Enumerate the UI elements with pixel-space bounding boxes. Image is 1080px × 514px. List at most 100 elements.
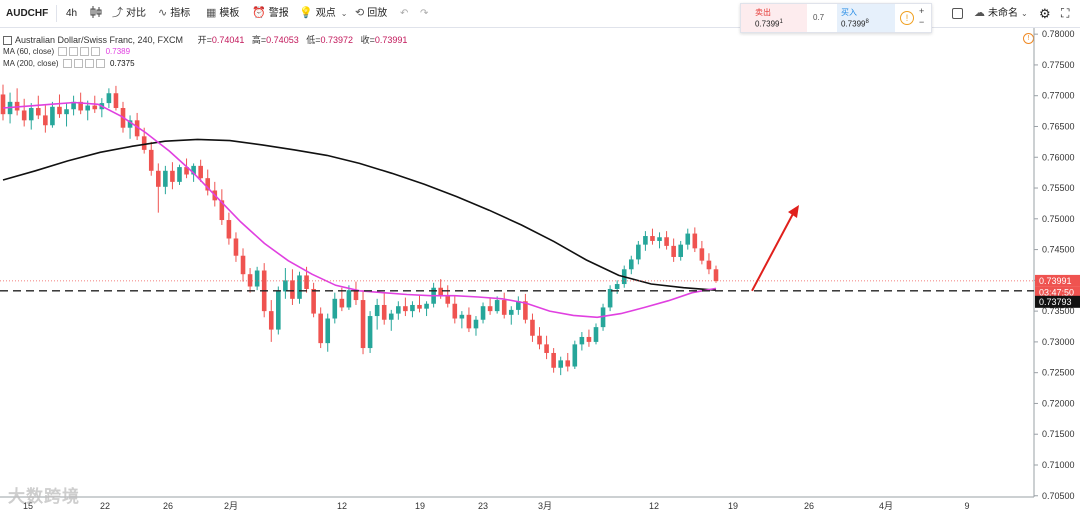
y-tick-label: 0.74500	[1042, 245, 1075, 255]
ideas-button[interactable]: 💡 观点 ⌄	[299, 0, 350, 27]
replay-button[interactable]: ⟲ 回放	[355, 0, 387, 27]
candle-body	[388, 313, 394, 320]
gear-icon[interactable]	[69, 47, 79, 57]
y-tick-label: 0.71000	[1042, 460, 1075, 470]
eye-icon[interactable]	[58, 47, 68, 57]
collapse-icon[interactable]	[3, 36, 12, 46]
candle-body	[706, 260, 712, 270]
candle-body	[643, 236, 648, 245]
alert-label: 警报	[268, 8, 289, 19]
x-tick-label: 12	[337, 501, 347, 511]
redo-icon[interactable]: ↷	[420, 8, 429, 19]
layout-name: 未命名	[988, 8, 1018, 19]
candle-body	[113, 93, 119, 109]
close-icon[interactable]	[84, 59, 94, 69]
candle-body	[198, 165, 203, 179]
gear-icon[interactable]	[73, 59, 83, 69]
candle-body	[628, 259, 634, 270]
low-value: 0.73972	[320, 35, 354, 45]
candle-body	[516, 301, 521, 310]
candle-body	[28, 108, 34, 121]
sell-button[interactable]: 卖出 0.73991	[741, 4, 807, 32]
candle-body	[57, 106, 62, 115]
y-tick-label: 0.76000	[1042, 152, 1075, 162]
candle-body	[692, 233, 698, 249]
y-tick-label: 0.78000	[1042, 29, 1075, 39]
toolbar-divider	[56, 5, 57, 22]
order-size-stepper[interactable]: + −	[919, 6, 925, 27]
candle-body	[353, 290, 359, 301]
templates-icon: ▦	[206, 7, 217, 19]
sell-label: 卖出	[755, 8, 771, 17]
countdown-tag-bg	[1035, 286, 1080, 298]
candle-body	[233, 238, 239, 256]
interval-button[interactable]: 4h	[66, 8, 78, 19]
ma200-legend: MA (200, close) 0.7375	[3, 59, 135, 69]
close-icon[interactable]	[80, 47, 90, 57]
candle-body	[403, 306, 408, 312]
compare-button[interactable]: ⤴ 对比	[112, 0, 146, 27]
chevron-down-icon: ⌄	[1021, 9, 1028, 18]
candle-body	[452, 303, 458, 319]
candle-body	[332, 298, 338, 319]
low-label: 低=	[306, 35, 321, 45]
more-icon[interactable]	[95, 59, 105, 69]
close-value: 0.73991	[374, 35, 408, 45]
spread-value: 0.7	[813, 13, 825, 22]
buy-price-main: 0.7399	[841, 19, 866, 29]
x-tick-label: 26	[163, 501, 173, 511]
fullscreen-icon[interactable]: ⛶	[1061, 6, 1070, 20]
candle-body	[134, 120, 140, 137]
warning-icon[interactable]: !	[900, 11, 914, 25]
compare-icon: ⤴	[112, 7, 123, 19]
candle-body	[600, 307, 606, 328]
candle-body	[205, 178, 211, 191]
candle-body	[92, 105, 98, 110]
candle-body	[156, 170, 161, 187]
layout-save-button[interactable]: ☁ 未命名 ⌄	[974, 0, 1031, 27]
y-tick-label: 0.72000	[1042, 398, 1075, 408]
candle-body	[445, 295, 451, 304]
fullscreen-checkbox[interactable]	[952, 0, 963, 27]
compare-label: 对比	[126, 8, 146, 19]
x-tick-label: 23	[478, 501, 488, 511]
candle-body	[593, 327, 599, 342]
y-tick-label: 0.75000	[1042, 214, 1075, 224]
candle-body	[367, 316, 373, 349]
candle-body	[487, 306, 493, 312]
candle-body	[71, 101, 76, 110]
trade-panel: 卖出 0.73991 0.7 买入 0.73998 ! + −	[740, 3, 932, 33]
candle-body	[163, 170, 168, 187]
templates-button[interactable]: ▦ 模板	[206, 0, 239, 27]
candle-body	[283, 280, 288, 292]
more-icon[interactable]	[91, 47, 101, 57]
forecast-arrow-line	[751, 209, 796, 292]
buy-price-pip: 8	[865, 19, 869, 25]
candle-body	[226, 220, 232, 239]
chart-style-icon[interactable]	[90, 0, 102, 27]
candle-body	[410, 304, 415, 312]
indicators-button[interactable]: ∿ 指标	[158, 0, 190, 27]
candle-body	[565, 360, 571, 367]
x-tick-label: 15	[23, 501, 33, 511]
buy-button[interactable]: 买入 0.73998	[837, 4, 895, 32]
candle-body	[170, 170, 175, 182]
symbol-search[interactable]: AUDCHF	[6, 8, 49, 19]
y-tick-label: 0.73500	[1042, 306, 1075, 316]
undo-icon[interactable]: ↶	[400, 8, 409, 19]
candle-body	[671, 245, 676, 257]
candle-body	[459, 314, 465, 319]
candle-body	[50, 106, 55, 126]
candle-body	[586, 336, 592, 342]
x-tick-label: 19	[728, 501, 738, 511]
alert-button[interactable]: ⏰ 警报	[252, 0, 289, 27]
support-tag-bg	[1035, 295, 1080, 308]
eye-icon[interactable]	[62, 59, 72, 69]
gear-icon[interactable]: ⚙	[1039, 6, 1051, 21]
candle-body	[148, 149, 154, 171]
forecast-arrow-head	[788, 205, 799, 218]
replay-label: 回放	[367, 8, 388, 19]
replay-icon: ⟲	[355, 7, 365, 19]
candle-body	[325, 318, 331, 344]
